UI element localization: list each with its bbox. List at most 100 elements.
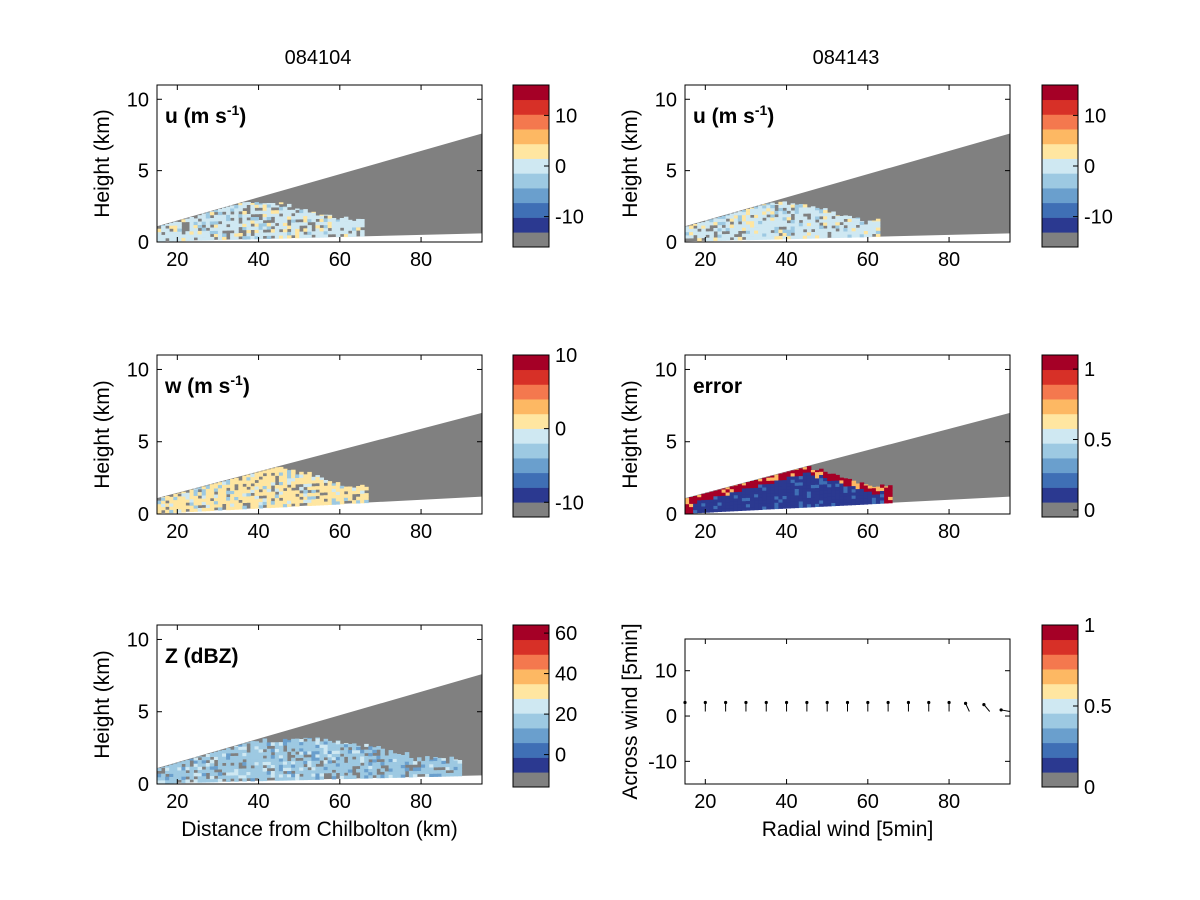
echo-cell (287, 764, 292, 768)
echo-cell (343, 762, 349, 767)
echo-cell (327, 481, 333, 483)
echo-cell (851, 218, 857, 222)
echo-cell (274, 467, 280, 470)
echo-cell (319, 214, 324, 216)
echo-cell (794, 494, 800, 499)
echo-cell (173, 496, 178, 501)
echo-cell (262, 758, 268, 762)
echo-cell (786, 226, 792, 230)
echo-cell (823, 471, 828, 475)
echo-cell (246, 476, 251, 481)
echo-cell (181, 770, 186, 774)
colorbar-tick-label: 10 (555, 105, 577, 127)
echo-cell (364, 765, 369, 770)
wind-arrow (825, 700, 829, 712)
echo-cell (234, 496, 239, 501)
echo-cell (794, 475, 800, 480)
echo-cell (701, 225, 706, 229)
echo-cell (782, 495, 787, 500)
echo-cell (721, 498, 727, 503)
echo-cell (827, 219, 832, 223)
echo-cell (299, 739, 304, 743)
echo-cell (295, 228, 300, 232)
echo-cell (871, 494, 877, 498)
echo-cell (884, 496, 889, 501)
colorbar-segment (1042, 85, 1078, 101)
echo-cell (843, 498, 848, 503)
echo-cell (291, 773, 296, 778)
echo-cell (217, 500, 223, 505)
echo-cell (384, 774, 389, 779)
echo-cell (884, 499, 889, 504)
echo-cell (161, 506, 166, 511)
echo-cell (157, 773, 162, 778)
echo-cell (213, 494, 219, 499)
echo-cell (319, 221, 324, 226)
echo-cell (327, 753, 333, 758)
x-axis-label: Distance from Chilbolton (km) (181, 818, 458, 841)
echo-cell (189, 237, 194, 241)
wind-arrow (744, 700, 748, 712)
echo-cell (287, 470, 292, 473)
echo-cell (335, 750, 341, 754)
echo-cell (287, 203, 292, 208)
echo-cell (177, 509, 182, 513)
echo-cell (815, 474, 820, 479)
echo-cell (745, 494, 751, 498)
echo-cell (437, 757, 442, 761)
echo-cell (193, 757, 199, 761)
echo-cell (745, 230, 751, 234)
echo-cell (177, 499, 182, 504)
echo-cell (733, 485, 739, 489)
echo-cell (847, 234, 852, 238)
echo-cell (697, 237, 702, 242)
echo-cell (250, 761, 255, 766)
echo-cell (709, 231, 714, 235)
echo-cell (189, 769, 194, 774)
echo-cell (843, 492, 848, 497)
echo-cell (733, 224, 739, 228)
echo-cell (685, 226, 690, 230)
echo-cell (827, 486, 832, 491)
colorbar-segment (1042, 232, 1078, 248)
echo-cell (319, 489, 324, 493)
echo-cell (388, 768, 394, 772)
echo-cell (161, 780, 166, 784)
colorbar-tick-label: 0 (1084, 156, 1095, 178)
panel-label-main: w (m s (164, 375, 230, 398)
x-tick-label: 40 (247, 521, 269, 543)
echo-cell (778, 220, 783, 224)
echo-cell (189, 758, 194, 761)
panel-label-main: error (693, 375, 742, 398)
echo-cell (786, 479, 792, 484)
echo-cell (762, 499, 767, 504)
echo-cell (717, 218, 722, 222)
echo-cell (364, 768, 369, 773)
echo-cell (835, 502, 840, 506)
echo-cell (319, 750, 324, 755)
echo-cell (209, 769, 215, 773)
echo-cell (360, 499, 365, 504)
echo-cell (750, 227, 755, 231)
echo-cell (745, 491, 751, 495)
echo-cell (266, 475, 272, 480)
echo-cell (835, 492, 840, 497)
echo-cell (197, 230, 203, 235)
echo-cell (287, 770, 292, 775)
colorbar-segment (513, 413, 549, 429)
echo-cell (307, 751, 312, 755)
echo-cell (173, 506, 178, 510)
echo-cell (157, 780, 162, 784)
echo-cell (867, 224, 873, 228)
echo-cell (339, 491, 345, 495)
y-tick-label: 0 (138, 774, 149, 796)
echo-cell (173, 228, 178, 232)
echo-cell (778, 483, 783, 487)
echo-cell (242, 202, 247, 206)
echo-cell (741, 488, 747, 492)
echo-cell (278, 484, 284, 489)
echo-cell (222, 220, 227, 225)
echo-cell (368, 762, 373, 766)
echo-cell (209, 491, 215, 496)
